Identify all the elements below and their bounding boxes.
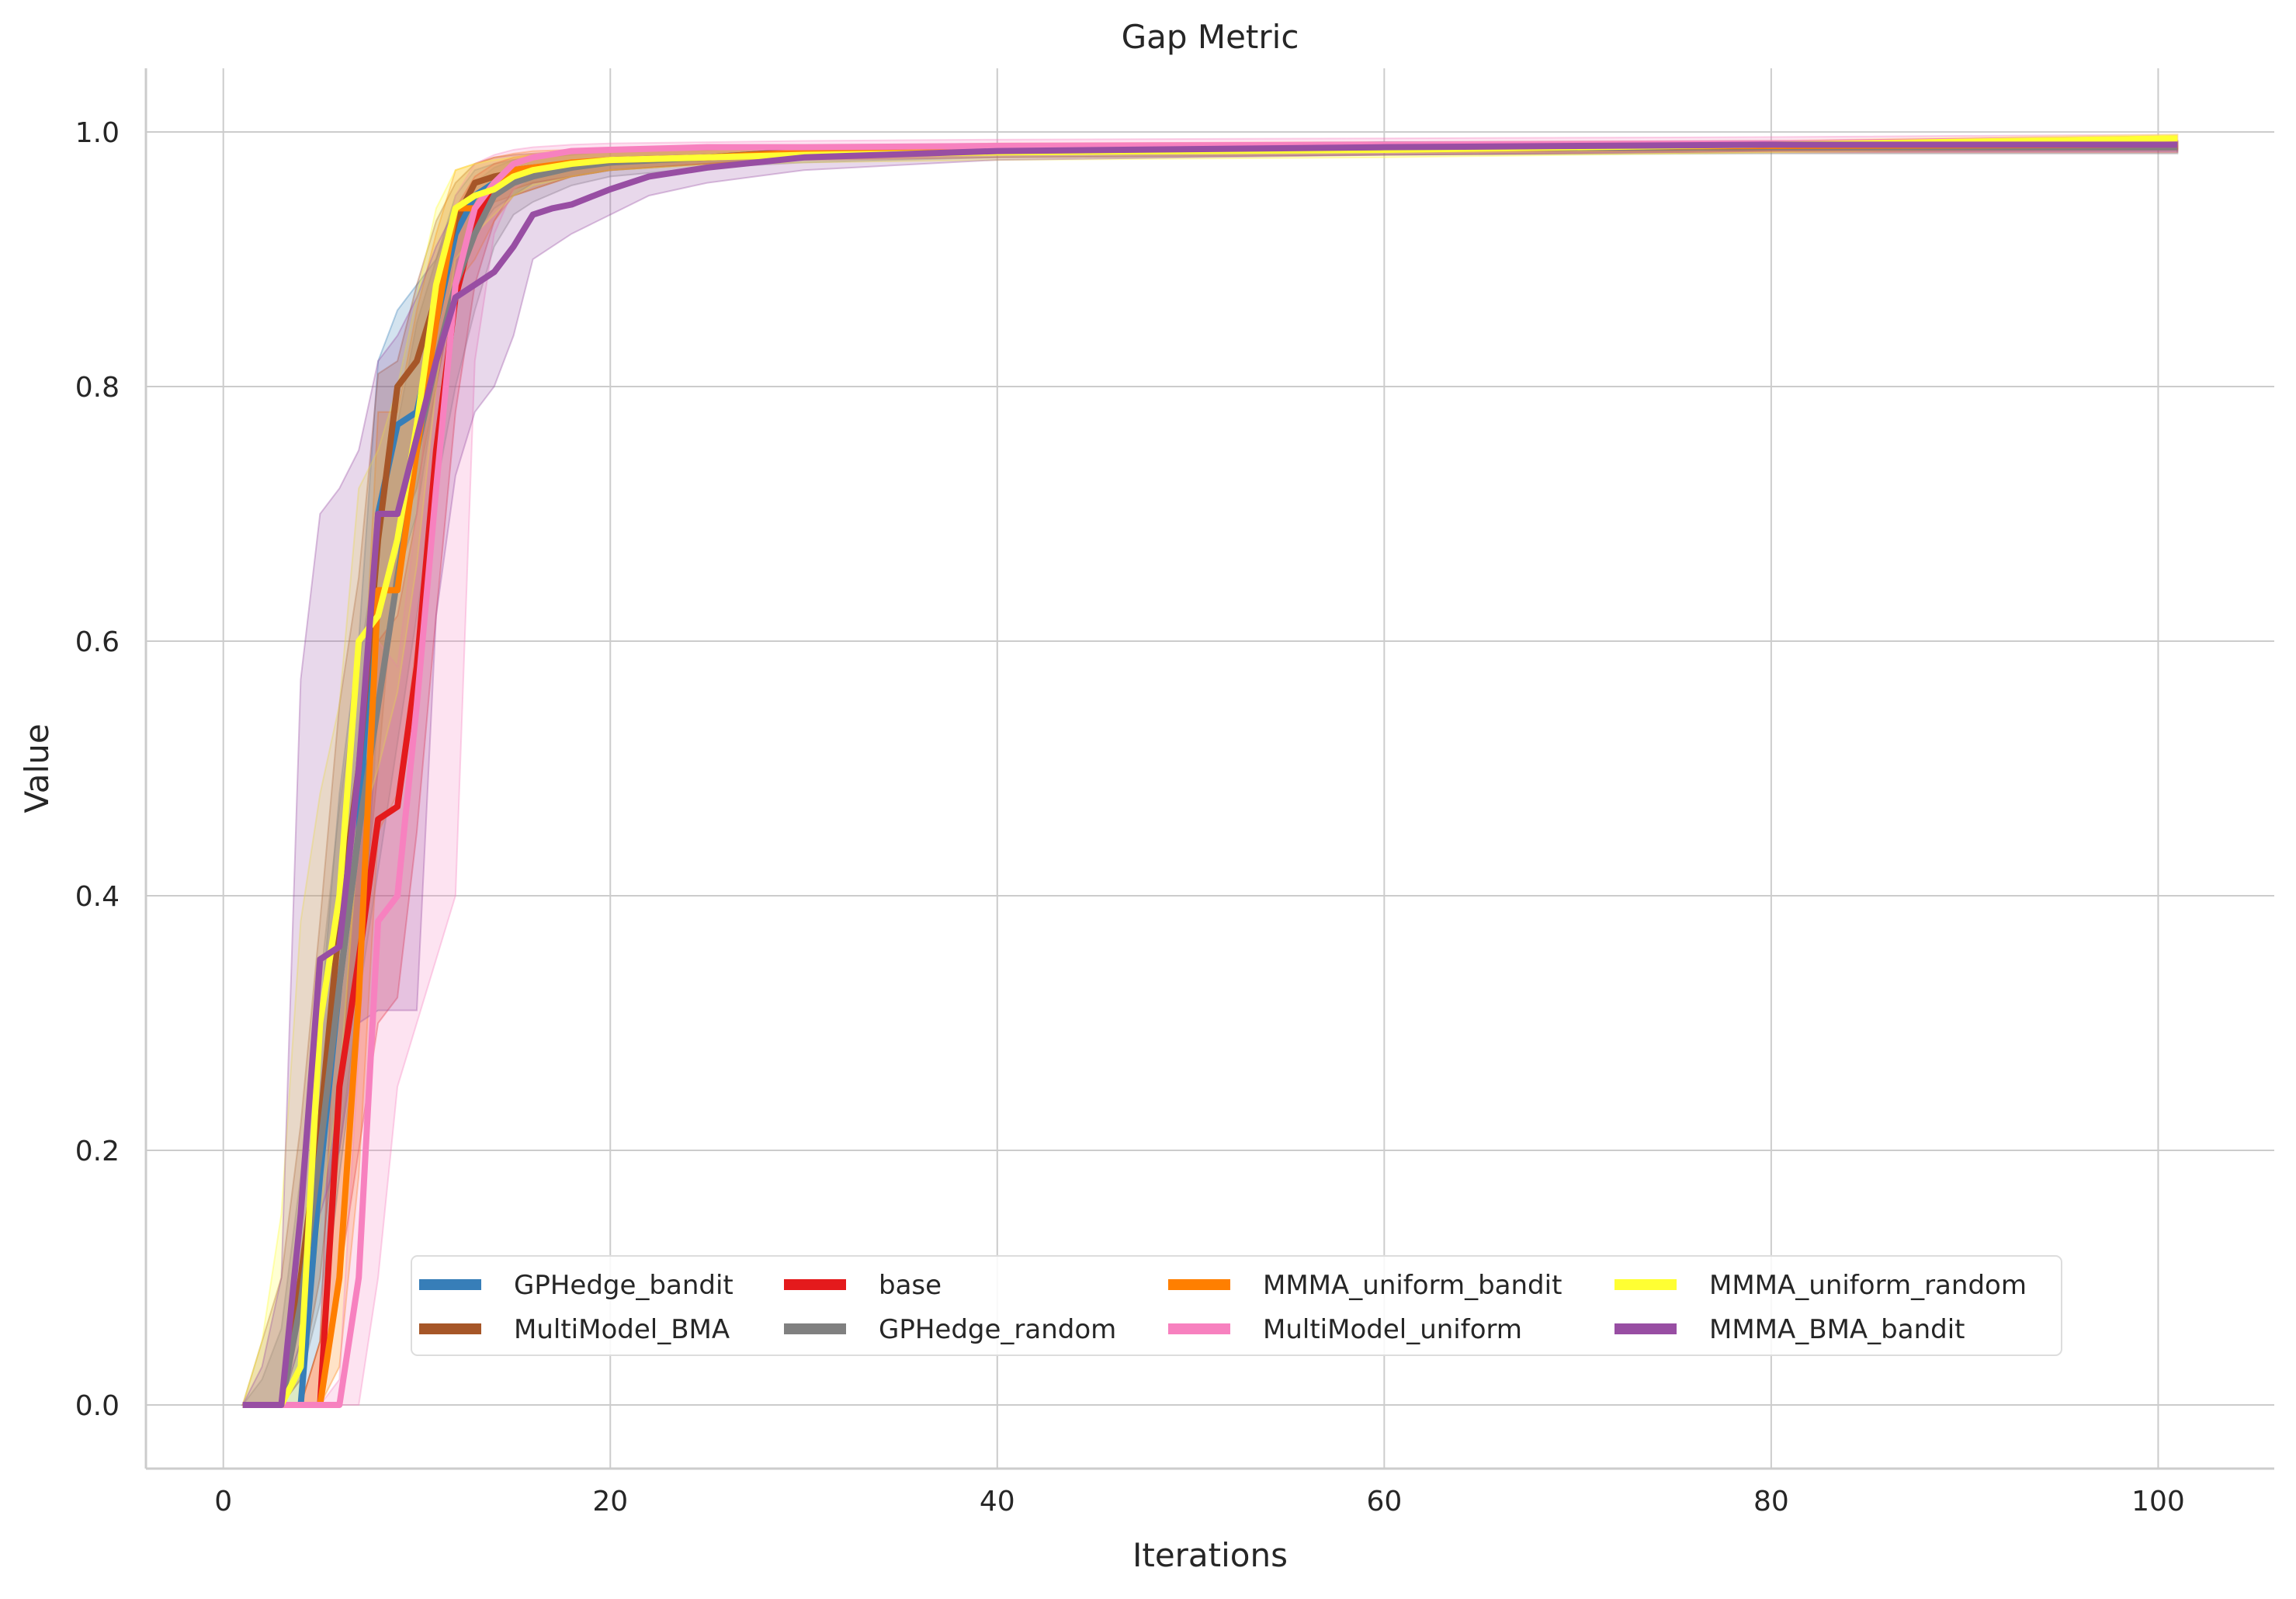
x-tick-label: 40 <box>980 1486 1015 1517</box>
series-lines <box>242 135 2178 1408</box>
y-tick-label: 0.8 <box>75 372 120 404</box>
y-tick-label: 0.4 <box>75 881 120 913</box>
chart-title: Gap Metric <box>1122 18 1299 56</box>
y-tick-label: 1.0 <box>75 117 120 149</box>
tick-labels: 0 20 40 60 80 100 0.0 0.2 0.4 0.6 0.8 1.0 <box>75 117 2185 1517</box>
axes <box>144 68 2274 1470</box>
legend-label-multimodel-bma: MultiModel_BMA <box>514 1314 730 1345</box>
y-tick-label: 0.6 <box>75 626 120 658</box>
y-axis-title: Value <box>18 723 56 813</box>
y-tick-label: 0.2 <box>75 1136 120 1167</box>
x-tick-label: 60 <box>1366 1486 1402 1517</box>
line-multimodel-uniform <box>242 135 2178 1408</box>
legend-label-base: base <box>879 1270 942 1301</box>
legend: GPHedge_bandit base MMMA_uniform_bandit MMM… <box>411 1255 2062 1356</box>
legend-label-multimodel-uniform: MultiModel_uniform <box>1263 1314 1522 1345</box>
legend-label-mmma-uniform-bandit: MMMA_uniform_bandit <box>1263 1270 1562 1301</box>
legend-label-mmma-uniform-random: MMMA_uniform_random <box>1709 1270 2027 1301</box>
legend-label-mmma-bma-bandit: MMMA_BMA_bandit <box>1709 1314 1965 1345</box>
x-tick-label: 20 <box>592 1486 628 1517</box>
x-tick-label: 100 <box>2131 1486 2185 1517</box>
legend-label-gphedge-bandit: GPHedge_bandit <box>514 1270 734 1301</box>
grid-lines <box>146 68 2274 1469</box>
y-tick-label: 0.0 <box>75 1390 120 1422</box>
x-tick-label: 0 <box>214 1486 232 1517</box>
legend-label-gphedge-random: GPHedge_random <box>879 1314 1116 1345</box>
x-tick-label: 80 <box>1753 1486 1789 1517</box>
line-mmma-bma-bandit <box>242 141 2178 1408</box>
x-axis-title: Iterations <box>1132 1536 1288 1574</box>
